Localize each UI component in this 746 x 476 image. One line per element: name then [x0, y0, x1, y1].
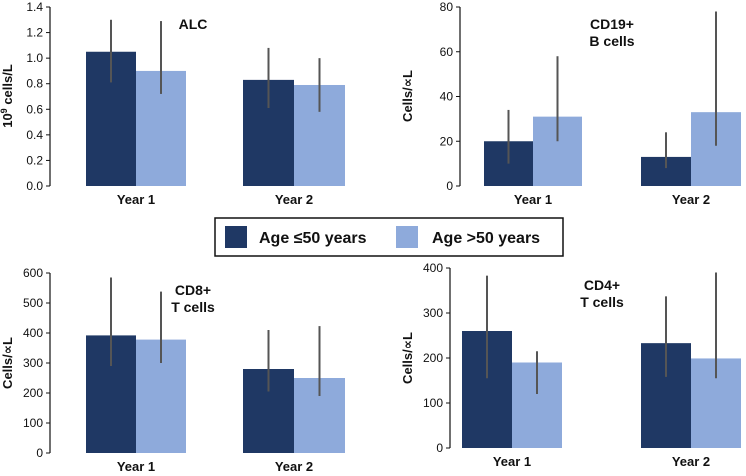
y-axis-label: Cells/∝L [400, 332, 415, 384]
x-category-label: Year 1 [117, 192, 155, 207]
y-tick-label: 100 [23, 416, 43, 430]
legend-box [214, 217, 564, 257]
x-category-label: Year 1 [493, 454, 531, 469]
y-tick-label: 80 [440, 0, 454, 14]
y-tick-label: 400 [423, 261, 443, 275]
y-axis-label: Cells/∝L [400, 70, 415, 122]
y-tick-label: 0.0 [26, 179, 43, 193]
x-category-label: Year 2 [275, 192, 313, 207]
y-tick-label: 300 [23, 356, 43, 370]
panel-title: CD19+ B cells [589, 16, 634, 49]
y-tick-label: 20 [440, 134, 454, 148]
x-category-label: Year 2 [275, 459, 313, 474]
y-tick-label: 0.2 [26, 153, 43, 167]
y-tick-label: 200 [23, 386, 43, 400]
y-tick-label: 1.4 [26, 0, 43, 14]
legend-swatch-age-gt50 [396, 226, 418, 248]
x-category-label: Year 1 [117, 459, 155, 474]
legend-swatch-age-le50 [225, 226, 247, 248]
chart-panel-2: 0 20 40 60 80 Cells/∝L CD19+ B cells Year 1 Year … [400, 0, 741, 207]
y-tick-label: 500 [23, 296, 43, 310]
y-tick-label: 0 [446, 179, 453, 193]
y-tick-label: 60 [440, 45, 454, 59]
legend-label-age-le50: Age ≤50 years [259, 230, 367, 247]
y-tick-label: 40 [440, 90, 454, 104]
y-tick-label: 600 [23, 266, 43, 280]
y-tick-label: 1.2 [26, 26, 43, 40]
y-tick-label: 0.8 [26, 77, 43, 91]
y-tick-label: 0 [36, 446, 43, 460]
x-category-label: Year 2 [672, 192, 710, 207]
panel-title: CD4+ T cells [580, 277, 624, 310]
y-tick-label: 1.0 [26, 51, 43, 65]
y-tick-label: 200 [423, 351, 443, 365]
panel-title: ALC [179, 16, 208, 32]
x-category-label: Year 1 [514, 192, 552, 207]
x-category-label: Year 2 [672, 454, 710, 469]
y-tick-label: 0.6 [26, 102, 43, 116]
legend-label-age-gt50: Age >50 years [432, 230, 540, 247]
y-tick-label: 0 [436, 441, 443, 455]
chart-panel-3: 0 100 200 300 400 500 600 Cells/∝L CD8+ T cells Ye… [0, 266, 345, 474]
y-axis-label: 109 cells/L [0, 64, 15, 128]
y-tick-label: 100 [423, 396, 443, 410]
legend: Age ≤50 years Age >50 years [214, 217, 564, 257]
panel-title: CD8+ T cells [171, 282, 215, 315]
y-tick-label: 300 [423, 306, 443, 320]
y-axis-label: Cells/∝L [0, 337, 15, 389]
chart-panel-4: 0 100 200 300 400 Cells/∝L CD4+ T cells Year 1 Ye… [400, 261, 741, 469]
y-tick-label: 400 [23, 326, 43, 340]
chart-panel-1: 0.0 0.2 0.4 0.6 0.8 1.0 1.2 1.4 109 cells/L ALC Ye… [0, 0, 345, 207]
y-tick-label: 0.4 [26, 128, 43, 142]
